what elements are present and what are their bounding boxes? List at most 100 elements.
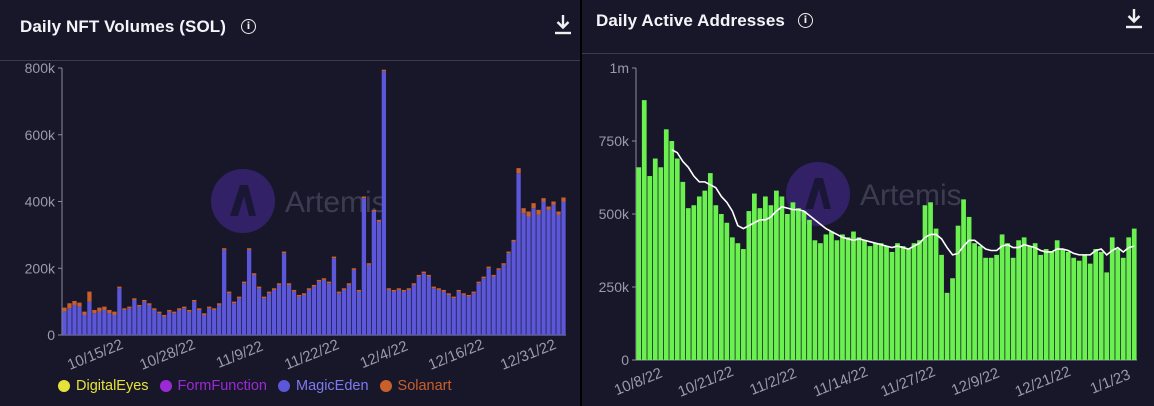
bar-magiceden: [222, 249, 227, 335]
download-icon[interactable]: [1125, 8, 1143, 30]
bar-daily-active-addresses: [1071, 257, 1077, 360]
x-tick-label: 11/2/22: [747, 365, 799, 399]
info-icon[interactable]: i: [798, 13, 813, 28]
y-tick-label: 0: [47, 327, 55, 343]
bar-solanart: [276, 283, 282, 285]
artemis-logo-mark: [805, 178, 831, 209]
bar-solanart: [132, 298, 137, 300]
bar-daily-active-addresses: [928, 202, 933, 360]
bar-daily-active-addresses: [724, 222, 730, 360]
bar-magiceden: [541, 201, 546, 335]
bar-daily-active-addresses: [917, 240, 922, 360]
bar-daily-active-addresses: [1065, 251, 1071, 360]
bar-solanart: [92, 309, 97, 314]
bar-solanart: [451, 296, 456, 299]
bar-magiceden: [132, 299, 137, 335]
bar-magiceden: [237, 298, 242, 335]
bar-solanart: [346, 283, 352, 285]
artemis-logo-icon: [786, 162, 850, 226]
legend-item[interactable]: MagicEden: [277, 378, 369, 394]
bar-daily-active-addresses: [1043, 249, 1049, 360]
bar-solanart: [72, 300, 77, 305]
bar-daily-active-addresses: [674, 158, 680, 360]
bar-solanart: [391, 289, 396, 292]
bar-magiceden: [486, 268, 491, 335]
bar-solanart: [561, 197, 566, 202]
bar-daily-active-addresses: [818, 243, 823, 360]
bar-daily-active-addresses: [641, 100, 647, 361]
legend-item[interactable]: DigitalEyes: [58, 378, 149, 394]
bar-magiceden: [371, 211, 377, 335]
bar-solanart: [481, 276, 486, 279]
artemis-watermark: Artemis: [786, 162, 962, 226]
bar-solanart: [207, 306, 212, 309]
bar-solanart: [241, 281, 247, 284]
bar-solanart: [246, 248, 252, 250]
bar-solanart: [386, 288, 391, 290]
bar-magiceden: [162, 316, 167, 335]
bar-daily-active-addresses: [785, 214, 790, 360]
bar-solanart: [147, 303, 152, 305]
bar-magiceden: [286, 284, 292, 335]
bar-magiceden: [421, 273, 426, 335]
bar-solanart: [381, 69, 387, 72]
bar-daily-active-addresses: [812, 240, 818, 360]
bar-magiceden: [72, 304, 77, 335]
bar-magiceden: [341, 289, 347, 335]
bar-daily-active-addresses: [774, 190, 779, 360]
legend-item[interactable]: Solanart: [379, 378, 452, 394]
info-icon[interactable]: i: [241, 19, 256, 34]
bar-magiceden: [511, 241, 516, 335]
bar-solanart: [536, 209, 541, 215]
legend-item[interactable]: FormFunction: [159, 378, 267, 394]
bar-daily-active-addresses: [740, 249, 746, 360]
bar-magiceden: [416, 276, 421, 335]
bar-daily-active-addresses: [1109, 237, 1115, 360]
header-divider: [0, 60, 580, 61]
bar-daily-active-addresses: [1082, 254, 1088, 360]
bar-solanart: [311, 284, 317, 287]
legend-dot-icon: [379, 380, 392, 392]
bar-magiceden: [152, 309, 157, 335]
bar-magiceden: [376, 221, 382, 335]
nft-volumes-title: Daily NFT Volumes (SOL): [20, 17, 227, 36]
bar-solanart: [491, 274, 496, 277]
legend-dot-icon: [159, 380, 172, 392]
x-tick-label: 11/22/22: [282, 336, 341, 373]
bar-daily-active-addresses: [950, 278, 955, 360]
bar-magiceden: [536, 214, 541, 335]
moving-average-line: [671, 149, 1135, 256]
bar-daily-active-addresses: [1016, 240, 1021, 360]
y-tick-label: 1m: [610, 60, 629, 76]
bar-solanart: [531, 203, 536, 209]
bar-solanart: [306, 288, 312, 290]
bar-daily-active-addresses: [1038, 254, 1044, 360]
bar-daily-active-addresses: [856, 237, 862, 360]
bar-daily-active-addresses: [983, 257, 988, 360]
bar-daily-active-addresses: [1032, 243, 1038, 360]
bar-magiceden: [217, 304, 222, 335]
bar-magiceden: [187, 311, 192, 335]
chart-legend: DigitalEyes FormFunction MagicEden Solanart: [58, 378, 463, 394]
bar-daily-active-addresses: [999, 234, 1005, 360]
bar-magiceden: [266, 293, 272, 335]
legend-label: MagicEden: [295, 378, 369, 394]
bar-solanart: [371, 209, 377, 212]
bar-solanart: [67, 303, 72, 309]
bar-daily-active-addresses: [1126, 237, 1132, 360]
bar-daily-active-addresses: [889, 251, 895, 360]
bar-daily-active-addresses: [851, 231, 856, 360]
bar-magiceden: [276, 284, 282, 335]
bar-solanart: [511, 239, 516, 242]
bar-solanart: [396, 288, 401, 290]
download-icon[interactable]: [554, 14, 572, 36]
bar-daily-active-addresses: [884, 246, 889, 360]
bar-solanart: [167, 309, 172, 312]
bar-daily-active-addresses: [895, 243, 900, 360]
bar-daily-active-addresses: [691, 205, 697, 360]
bar-magiceden: [291, 291, 297, 335]
bar-solanart: [541, 198, 546, 202]
bar-magiceden: [306, 289, 312, 335]
y-tick-label: 400k: [25, 194, 56, 210]
bar-solanart: [102, 306, 107, 310]
